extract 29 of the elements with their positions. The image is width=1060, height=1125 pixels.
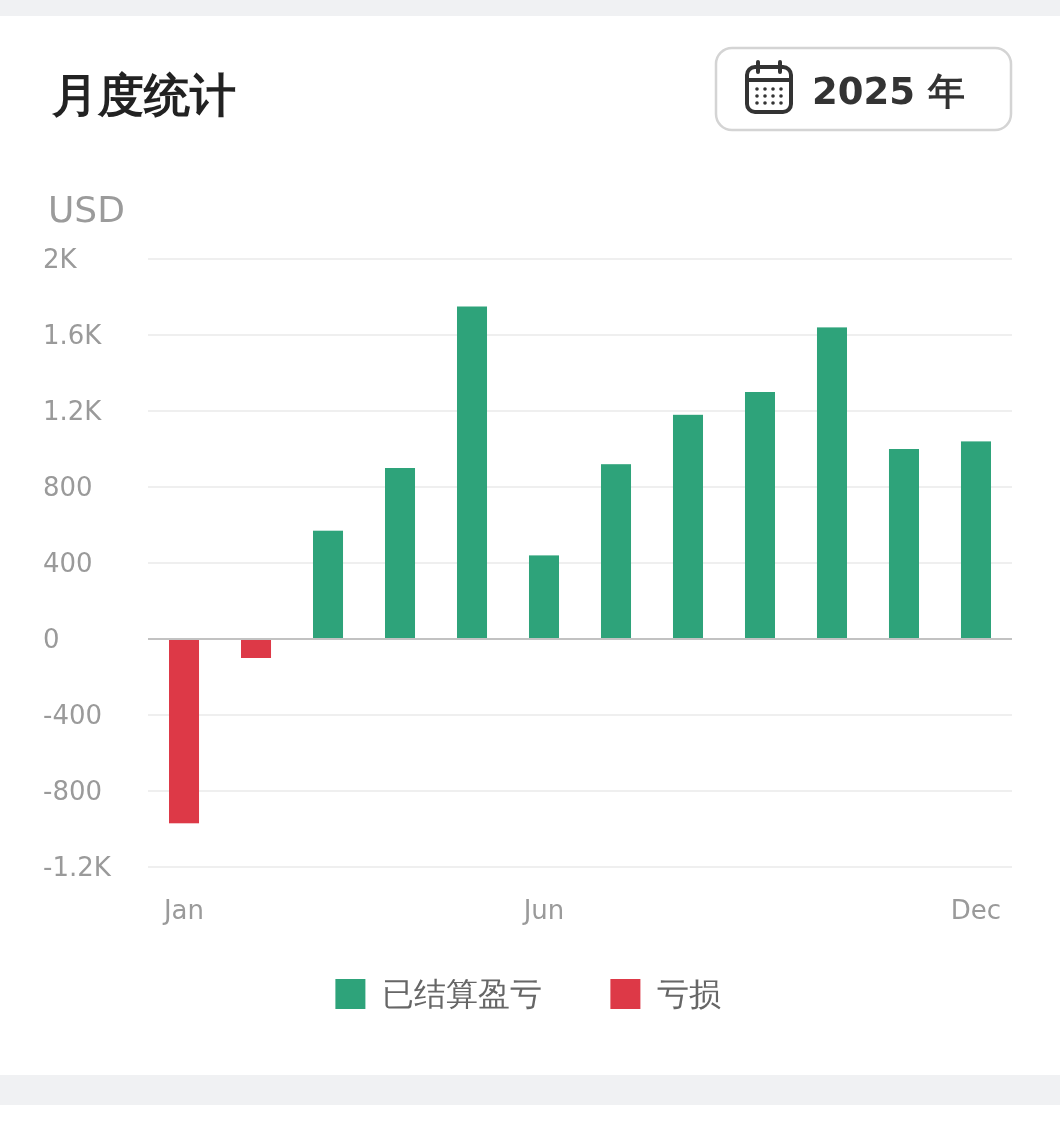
- y-tick-label: 400: [43, 548, 93, 578]
- bar: [960, 441, 991, 639]
- y-axis-title: USD: [48, 189, 125, 230]
- x-tick-label: Jan: [161, 895, 205, 925]
- x-tick-label: Dec: [950, 895, 1002, 925]
- bar: [456, 306, 488, 639]
- y-tick-label: 1.2K: [43, 396, 103, 426]
- bar: [385, 468, 416, 639]
- bar: [672, 414, 704, 639]
- bar: [313, 530, 344, 639]
- bar: [241, 639, 272, 658]
- y-tick-label: -1.2K: [43, 852, 112, 882]
- y-tick-label: -400: [43, 700, 103, 730]
- bar: [528, 555, 560, 639]
- chart-title: 月度统计: [51, 68, 236, 122]
- bar: [888, 449, 919, 639]
- x-tick-label: Jun: [521, 895, 565, 925]
- bar: [816, 327, 847, 639]
- bar: [600, 464, 632, 639]
- bar: [744, 392, 776, 639]
- bar: [169, 639, 200, 824]
- y-tick-label: 0: [43, 624, 60, 654]
- chart-subtitle: 2025 年: [812, 70, 965, 113]
- y-tick-label: 1.6K: [43, 320, 103, 350]
- y-tick-label: 800: [43, 472, 93, 502]
- y-tick-label: -800: [43, 776, 103, 806]
- legend-label: 已结算盈亏: [382, 975, 543, 1013]
- y-tick-label: 2K: [43, 244, 78, 274]
- legend-label: 亏损: [657, 975, 722, 1013]
